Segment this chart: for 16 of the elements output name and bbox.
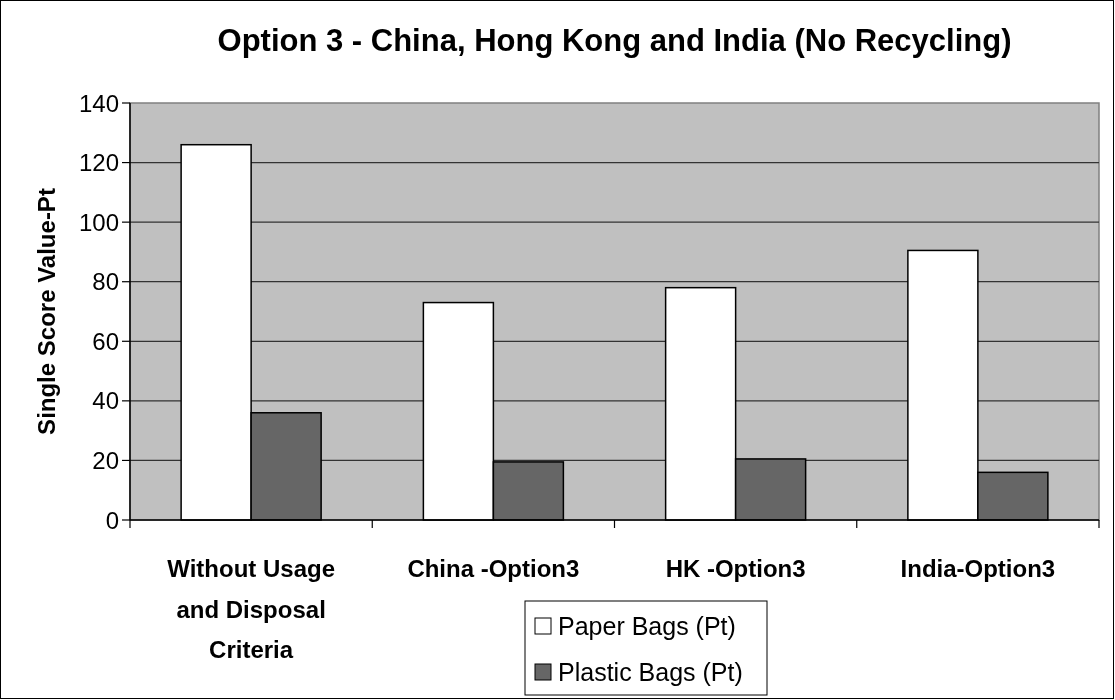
x-tick-label: India-Option3 [900,554,1056,582]
y-tick-label: 80 [92,268,119,296]
chart-title: Option 3 - China, Hong Kong and India (No Recycling) [217,22,1012,58]
y-tick-label: 0 [105,506,119,534]
legend-label: Plastic Bags (Pt) [558,658,743,686]
y-axis-title: Single Score Value-Pt [32,188,60,435]
y-tick-label: 20 [92,446,119,474]
y-tick-label: 120 [78,149,119,177]
y-tick-label: 60 [92,327,119,355]
y-tick-label: 40 [92,387,119,415]
y-tick-label: 100 [78,208,119,236]
x-tick-label: China -Option3 [407,554,580,582]
x-tick-label: Without Usage and Disposal Criteria [167,554,336,663]
x-tick-label: HK -Option3 [665,554,806,582]
legend-label: Paper Bags (Pt) [558,612,736,640]
y-tick-label: 140 [78,89,119,117]
